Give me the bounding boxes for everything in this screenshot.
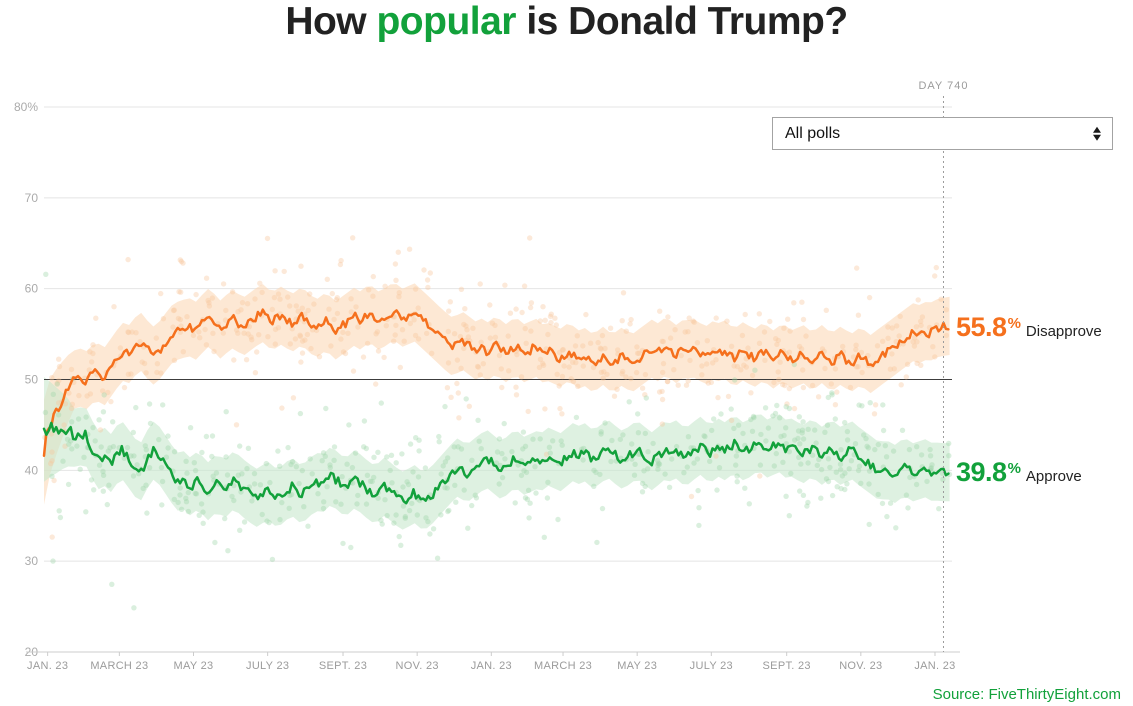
svg-text:NOV. 23: NOV. 23 (396, 660, 439, 672)
disapprove-value: 55.8 (956, 311, 1007, 342)
source-link[interactable]: Source: FiveThirtyEight.com (932, 686, 1121, 703)
approve-percent-sign: % (1007, 460, 1021, 478)
disapprove-band (44, 283, 950, 505)
approve-trend-line (42, 421, 950, 505)
svg-text:NOV. 23: NOV. 23 (839, 660, 882, 672)
disapprove-series-label: Disapprove (1025, 322, 1102, 340)
title-suffix: is Donald Trump? (515, 0, 848, 43)
svg-text:70: 70 (25, 191, 39, 205)
updown-arrows-icon (1093, 126, 1101, 141)
disapprove-percent-sign: % (1007, 314, 1021, 332)
page-title: How popular is Donald Trump? (0, 0, 1133, 44)
svg-text:MAY 23: MAY 23 (617, 660, 657, 672)
approve-poll-dots (42, 271, 953, 611)
disapprove-poll-dots (42, 235, 950, 540)
polls-filter-dropdown[interactable]: All polls (772, 117, 1113, 150)
title-prefix: How (285, 0, 377, 43)
svg-text:JULY 23: JULY 23 (690, 660, 733, 672)
svg-text:SEPT. 23: SEPT. 23 (763, 660, 811, 672)
arrow-down-icon (1093, 134, 1101, 141)
svg-text:MAY 23: MAY 23 (174, 660, 214, 672)
svg-text:MARCH 23: MARCH 23 (534, 660, 592, 672)
svg-text:60: 60 (25, 282, 39, 296)
svg-text:MARCH 23: MARCH 23 (90, 660, 148, 672)
svg-text:JULY 23: JULY 23 (246, 660, 289, 672)
title-highlight: popular (376, 0, 516, 43)
svg-text:40: 40 (25, 463, 39, 477)
svg-text:30: 30 (25, 554, 39, 568)
x-axis: JAN. 23 MARCH 23 MAY 23 JULY 23 SEPT. 23 NOV.… (26, 651, 960, 672)
polls-filter-value: All polls (785, 124, 841, 142)
svg-text:SEPT. 23: SEPT. 23 (319, 660, 367, 672)
svg-text:JAN. 23: JAN. 23 (914, 660, 955, 672)
svg-text:JAN. 23: JAN. 23 (471, 660, 512, 672)
disapprove-end-label: 55.8% Disapprove (956, 312, 1102, 343)
svg-text:JAN. 23: JAN. 23 (27, 660, 68, 672)
day-marker: DAY 740 (918, 80, 968, 652)
svg-text:80%: 80% (14, 100, 38, 114)
arrow-up-icon (1093, 126, 1101, 133)
approve-value: 39.8 (956, 457, 1007, 488)
disapprove-trend-line (42, 308, 950, 458)
approve-end-label: 39.8% Approve (956, 457, 1082, 488)
day-marker-label: DAY 740 (918, 80, 968, 92)
svg-text:50: 50 (25, 373, 39, 387)
approve-series-label: Approve (1025, 468, 1082, 486)
